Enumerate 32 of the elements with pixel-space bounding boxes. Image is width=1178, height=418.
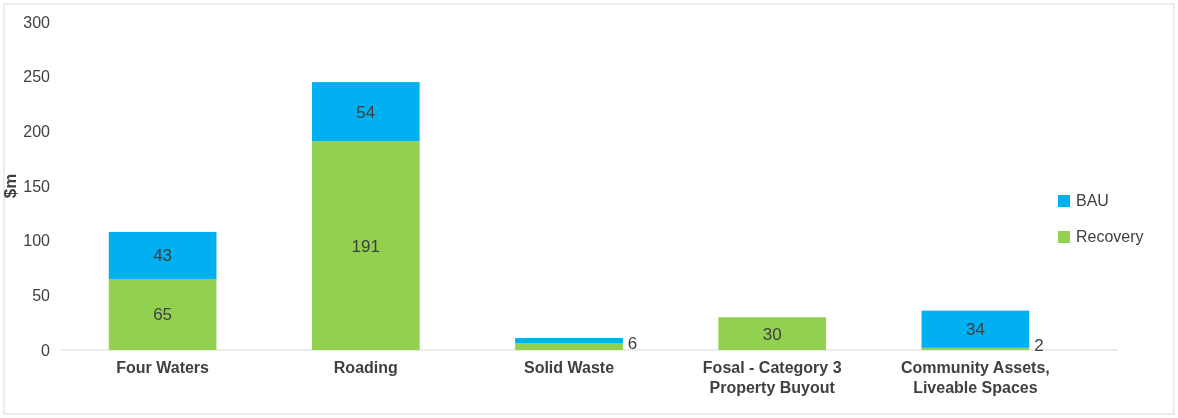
y-axis-title: $m bbox=[1, 173, 20, 199]
data-label: 65 bbox=[153, 305, 173, 325]
x-tick-label: Fosal - Category 3 Property Buyout bbox=[702, 359, 842, 396]
data-label: 2 bbox=[1034, 335, 1044, 355]
data-label: 191 bbox=[351, 236, 380, 256]
bar bbox=[515, 343, 623, 350]
y-tick-label: 0 bbox=[41, 341, 51, 359]
data-label: 43 bbox=[153, 246, 173, 266]
data-label: 54 bbox=[356, 102, 376, 122]
bar bbox=[108, 231, 217, 279]
bar bbox=[515, 337, 623, 344]
data-label: 6 bbox=[627, 333, 638, 353]
bar bbox=[718, 317, 827, 350]
legend-label: Recovery bbox=[1076, 228, 1144, 245]
y-tick-label: 200 bbox=[23, 122, 51, 140]
x-tick-label: Community Assets, Liveable Spaces bbox=[901, 359, 1050, 396]
y-tick-label: 250 bbox=[23, 68, 51, 86]
bar bbox=[311, 141, 420, 350]
data-label: 34 bbox=[965, 320, 985, 340]
x-tick-label: Roading bbox=[333, 359, 398, 377]
bar bbox=[108, 278, 217, 350]
bar bbox=[921, 347, 1030, 350]
legend-label: BAU bbox=[1076, 192, 1109, 209]
x-tick-label: Four Waters bbox=[116, 359, 210, 377]
y-tick-label: 100 bbox=[23, 232, 51, 250]
y-tick-label: 50 bbox=[32, 286, 51, 304]
x-tick-label: Solid Waste bbox=[523, 359, 615, 377]
bar bbox=[921, 310, 1030, 348]
y-tick-label: 150 bbox=[23, 177, 51, 195]
data-label: 30 bbox=[762, 324, 782, 344]
bar bbox=[311, 82, 420, 142]
y-tick-label: 300 bbox=[23, 13, 51, 31]
